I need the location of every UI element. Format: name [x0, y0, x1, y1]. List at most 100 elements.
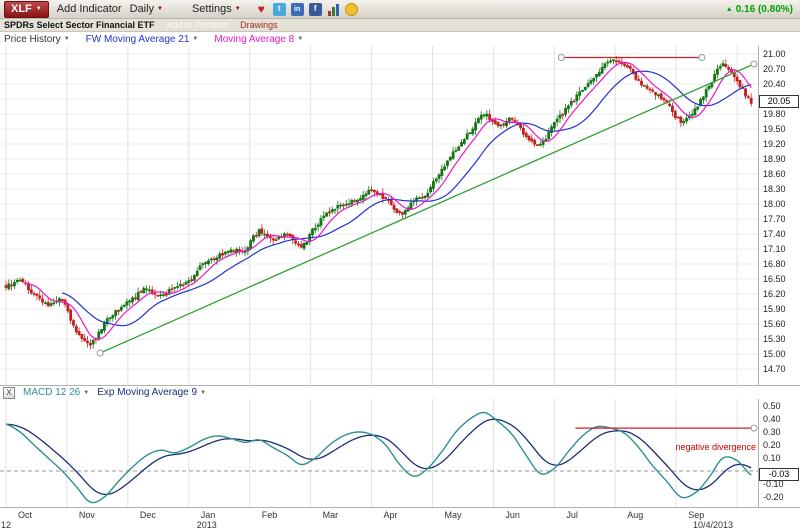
ema-dropdown[interactable]: Exp Moving Average 9 ▼	[97, 387, 206, 398]
add-indicator-label: Add Indicator	[56, 3, 122, 15]
last-macd-box: -0.03	[759, 467, 799, 481]
chevron-down-icon: ▼	[35, 5, 42, 12]
twitter-icon[interactable]: t	[272, 2, 286, 16]
month-label: Nov	[78, 510, 95, 520]
macd-signal-line	[5, 418, 752, 496]
last-price-box: 20.05	[759, 94, 799, 108]
settings-label: Settings	[191, 3, 232, 15]
linkedin-icon[interactable]: in	[290, 2, 304, 16]
price-axis-tick: 20.40	[763, 79, 786, 89]
price-axis-tick: 18.60	[763, 169, 786, 179]
month-label: Dec	[139, 510, 156, 520]
month-label: Jun	[505, 510, 520, 520]
up-arrow-icon: ▲	[725, 5, 733, 13]
macd-label: MACD 12 26	[23, 387, 81, 398]
price-axis-tick: 18.00	[763, 199, 786, 209]
price-axis-tick: 16.80	[763, 259, 786, 269]
divergence-line-handle[interactable]	[750, 424, 758, 432]
chevron-down-icon: ▼	[157, 6, 163, 12]
time-axis: 12 2013 10/4/2013 Oct Nov Dec Jan Feb Mar Apr M…	[0, 507, 800, 530]
macd-chart[interactable]	[0, 399, 758, 507]
chevron-down-icon: ▼	[200, 389, 207, 396]
macd-axis-tick: 0.20	[763, 440, 781, 450]
macd-header: X MACD 12 26 ▼ Exp Moving Average 9 ▼	[0, 385, 800, 399]
price-axis-tick: 15.00	[763, 349, 786, 359]
month-label: Mar	[322, 510, 339, 520]
price-history-dropdown[interactable]: Price History ▼	[4, 34, 70, 45]
price-axis-tick: 19.50	[763, 124, 786, 134]
ma8-label: Moving Average 8	[214, 33, 295, 45]
resistance-line-handle[interactable]	[557, 54, 565, 61]
indicator-bar: Price History ▼ FW Moving Average 21 ▼ M…	[0, 32, 800, 46]
ma8-line	[25, 61, 752, 340]
drawings-button[interactable]: Drawings	[240, 20, 278, 30]
price-axis-tick: 15.90	[763, 304, 786, 314]
forum-icon[interactable]	[344, 2, 358, 16]
price-axis-tick: 15.60	[763, 319, 786, 329]
month-label: Sep	[688, 510, 705, 520]
chevron-down-icon: ▼	[297, 36, 304, 42]
chevron-down-icon: ▼	[192, 36, 199, 42]
resistance-line-handle[interactable]	[698, 54, 706, 61]
price-axis-tick: 16.50	[763, 274, 786, 284]
chevron-down-icon: ▼	[83, 389, 90, 396]
macd-dropdown[interactable]: MACD 12 26 ▼	[23, 387, 89, 398]
price-chart[interactable]	[0, 46, 758, 385]
macd-axis-tick: 0.10	[763, 453, 781, 463]
macd-axis-tick: -0.10	[763, 479, 784, 489]
price-change: ▲ 0.16 (0.80%)	[726, 4, 796, 15]
ma21-label: FW Moving Average 21	[85, 33, 190, 45]
price-axis-tick: 21.00	[763, 49, 786, 59]
last-date-label: 10/4/2013	[693, 520, 734, 530]
trend-line[interactable]	[99, 63, 755, 354]
close-indicator-button[interactable]: X	[3, 386, 15, 399]
price-axis-tick: 16.20	[763, 289, 786, 299]
macd-chart-canvas[interactable]	[0, 399, 758, 507]
ema-label: Exp Moving Average 9	[97, 387, 198, 398]
share-icons: ♥ t in f	[255, 2, 358, 16]
price-axis-tick: 14.70	[763, 364, 786, 374]
chevron-down-icon: ▼	[234, 6, 241, 12]
price-axis-tick: 17.70	[763, 214, 786, 224]
trend-line-handle[interactable]	[750, 60, 758, 68]
settings-dropdown[interactable]: Settings ▼	[192, 3, 241, 15]
macd-axis-tick: 0.40	[763, 414, 781, 424]
chart-icon[interactable]	[327, 3, 340, 16]
add-indicator-button[interactable]: Add Indicator	[57, 3, 122, 15]
macd-axis-tick: 0.50	[763, 401, 781, 411]
heart-icon[interactable]: ♥	[257, 2, 265, 16]
chevron-down-icon: ▼	[63, 36, 70, 42]
month-label: May	[444, 510, 462, 520]
macd-axis-tick: 0.30	[763, 427, 781, 437]
period-dropdown[interactable]: Daily ▼	[130, 3, 163, 15]
price-chart-canvas[interactable]	[0, 46, 758, 385]
month-label: Apr	[383, 510, 398, 520]
price-axis-tick: 17.10	[763, 244, 786, 254]
add-to-portfolio-button[interactable]: Add to Portfolio	[166, 20, 229, 30]
symbol-label: XLF	[11, 2, 32, 15]
price-axis-tick: 19.80	[763, 109, 786, 119]
month-label: Oct	[18, 510, 33, 520]
macd-axis-tick: -0.20	[763, 492, 784, 502]
ma21-dropdown[interactable]: FW Moving Average 21 ▼	[86, 34, 199, 45]
symbol-selector[interactable]: XLF ▼	[4, 0, 49, 18]
trend-line-handle[interactable]	[96, 349, 104, 357]
candlestick-series	[4, 55, 753, 350]
symbol-bar: SPDRs Select Sector Financial ETF Add to…	[0, 19, 800, 32]
macd-axis: 0.50 0.40 0.30 0.20 0.10 -0.10 -0.20	[758, 399, 800, 507]
ma8-dropdown[interactable]: Moving Average 8 ▼	[214, 34, 303, 45]
facebook-icon[interactable]: f	[308, 2, 322, 16]
macd-line	[5, 411, 752, 504]
negative-divergence-annotation: negative divergence	[675, 442, 756, 452]
price-axis-tick: 17.40	[763, 229, 786, 239]
layout-icon[interactable]	[171, 3, 184, 16]
month-label: Aug	[627, 510, 644, 520]
month-label: Feb	[261, 510, 278, 520]
symbol-full-name: SPDRs Select Sector Financial ETF	[4, 20, 155, 30]
price-axis-tick: 15.30	[763, 334, 786, 344]
change-value: 0.16 (0.80%)	[735, 3, 793, 15]
period-label: Daily	[129, 3, 155, 15]
price-axis-tick: 18.90	[763, 154, 786, 164]
price-history-label: Price History	[4, 33, 61, 45]
